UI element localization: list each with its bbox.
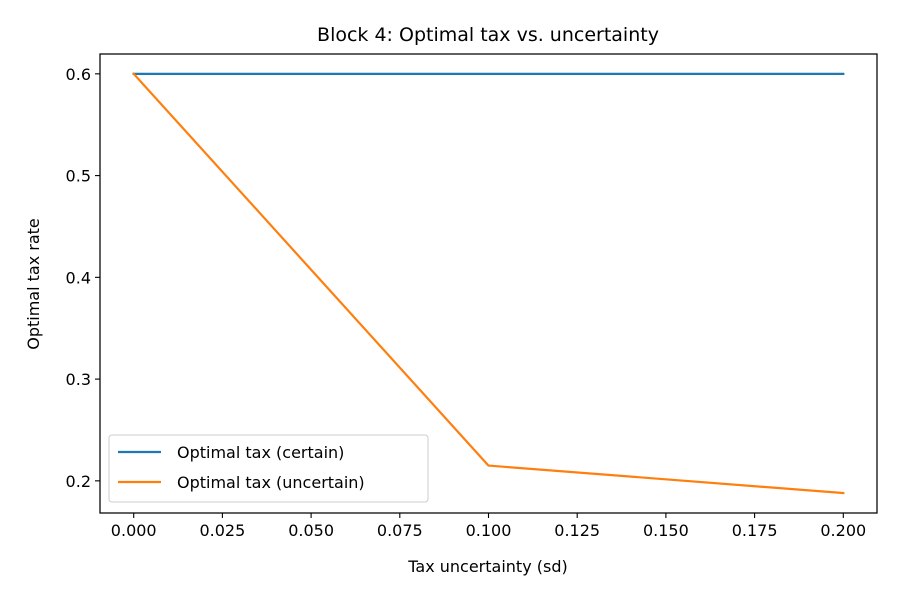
x-tick-label: 0.200 [820, 521, 866, 540]
chart-title: Block 4: Optimal tax vs. uncertainty [317, 24, 659, 46]
x-tick-label: 0.075 [377, 521, 423, 540]
plot-frame [99, 53, 878, 514]
x-tick-label: 0.125 [554, 521, 600, 540]
series-lines [132, 72, 845, 495]
y-tick-label: 0.5 [66, 167, 91, 186]
x-tick-label: 0.025 [199, 521, 245, 540]
legend-box [108, 434, 429, 503]
legend: Optimal tax (certain) Optimal tax (uncer… [108, 434, 429, 503]
y-axis-ticks: 0.2 0.3 0.4 0.5 0.6 [66, 65, 100, 491]
x-tick-label: 0.000 [111, 521, 157, 540]
y-tick-label: 0.2 [66, 472, 91, 491]
x-axis-label: Tax uncertainty (sd) [407, 557, 567, 576]
x-tick-label: 0.175 [732, 521, 778, 540]
series-line-uncertain [132, 72, 845, 495]
x-tick-label: 0.050 [288, 521, 334, 540]
x-tick-label: 0.150 [643, 521, 689, 540]
y-axis-label: Optimal tax rate [24, 218, 43, 350]
legend-label-certain: Optimal tax (certain) [177, 443, 344, 462]
y-tick-label: 0.3 [66, 370, 91, 389]
legend-label-uncertain: Optimal tax (uncertain) [177, 473, 365, 492]
y-tick-label: 0.4 [66, 268, 91, 287]
x-axis-ticks: 0.000 0.025 0.050 0.075 0.100 0.125 0.150 0.175… [111, 513, 866, 540]
y-tick-label: 0.6 [66, 65, 91, 84]
x-tick-label: 0.100 [466, 521, 512, 540]
